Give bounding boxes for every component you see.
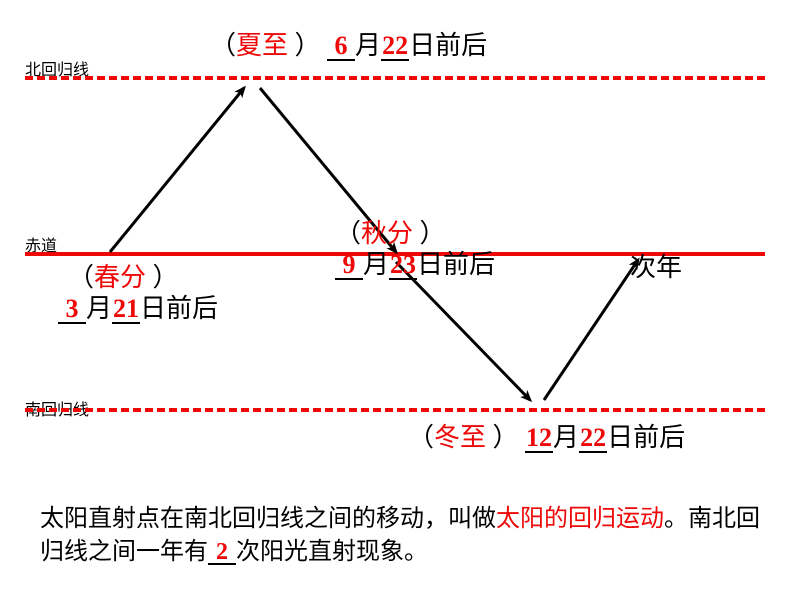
term-xiazhi: （夏至 ） 6月22日前后 <box>210 30 487 61</box>
next-year-label: 次年 <box>630 252 682 283</box>
term-qiufen: （秋分 ） 9月23日前后 <box>335 218 495 280</box>
tropic-cancer-line <box>25 76 765 80</box>
term-chunfen: （春分 ） 3月21日前后 <box>68 262 218 324</box>
description-text: 太阳直射点在南北回归线之间的移动，叫做太阳的回归运动。南北回归线之间一年有2次阳… <box>40 503 760 568</box>
tropic-capricorn-line <box>25 408 765 412</box>
term-dongzhi: （冬至 ） 12月22日前后 <box>408 422 685 453</box>
